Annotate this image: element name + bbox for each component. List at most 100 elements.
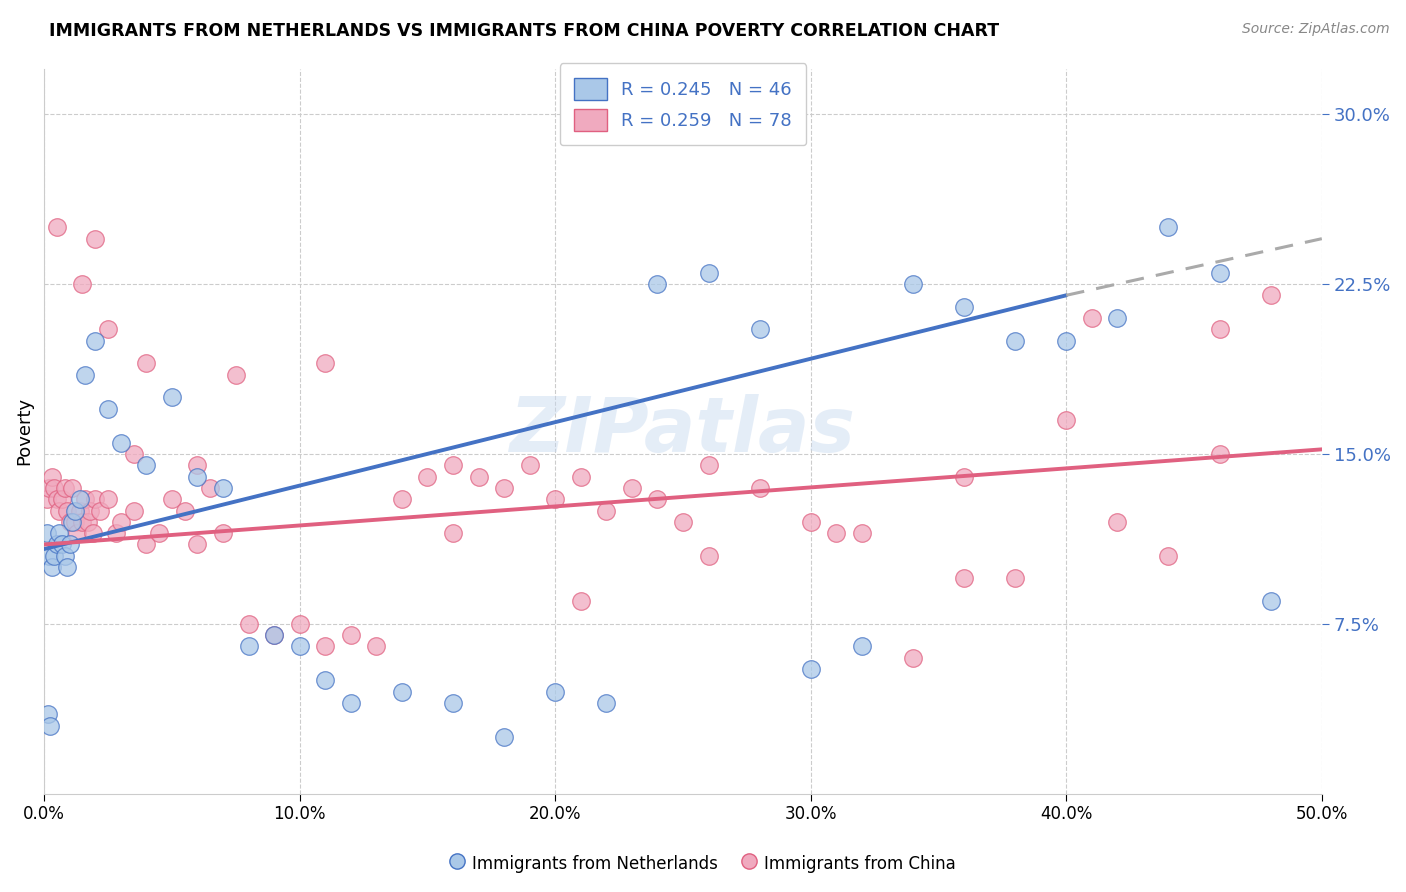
Point xyxy=(339,696,361,710)
Point xyxy=(72,515,94,529)
Point xyxy=(186,469,208,483)
Point xyxy=(851,526,873,541)
Point xyxy=(73,492,96,507)
Point xyxy=(135,356,157,370)
Point xyxy=(647,277,669,291)
Point xyxy=(851,640,873,654)
Point xyxy=(135,458,157,473)
Point xyxy=(339,628,361,642)
Point xyxy=(748,322,770,336)
Point xyxy=(39,719,62,733)
Point xyxy=(84,334,107,348)
Point xyxy=(800,662,823,676)
Point xyxy=(51,537,73,551)
Text: ZIPatlas: ZIPatlas xyxy=(510,394,856,468)
Point xyxy=(391,684,413,698)
Text: IMMIGRANTS FROM NETHERLANDS VS IMMIGRANTS FROM CHINA POVERTY CORRELATION CHART: IMMIGRANTS FROM NETHERLANDS VS IMMIGRANT… xyxy=(49,22,1000,40)
Point xyxy=(48,503,70,517)
Point xyxy=(160,492,183,507)
Point xyxy=(544,684,567,698)
Point xyxy=(1107,310,1129,325)
Point xyxy=(441,696,464,710)
Point xyxy=(97,492,120,507)
Point xyxy=(97,322,120,336)
Point xyxy=(672,515,695,529)
Point xyxy=(212,481,235,495)
Point xyxy=(494,481,516,495)
Point xyxy=(1004,572,1026,586)
Point xyxy=(84,492,107,507)
Point xyxy=(45,537,67,551)
Point xyxy=(41,560,63,574)
Point xyxy=(1107,515,1129,529)
Point xyxy=(73,368,96,382)
Point xyxy=(173,503,195,517)
Point xyxy=(1157,220,1180,235)
Point xyxy=(97,401,120,416)
Point xyxy=(45,220,67,235)
Point xyxy=(110,515,132,529)
Point xyxy=(186,458,208,473)
Point xyxy=(82,526,104,541)
Legend: Immigrants from Netherlands, Immigrants from China: Immigrants from Netherlands, Immigrants … xyxy=(443,847,963,880)
Point xyxy=(1208,447,1230,461)
Point xyxy=(1260,288,1282,302)
Point xyxy=(288,640,311,654)
Point xyxy=(53,481,76,495)
Point xyxy=(69,503,91,517)
Point xyxy=(467,469,489,483)
Point xyxy=(84,232,107,246)
Point xyxy=(41,469,63,483)
Point xyxy=(595,696,617,710)
Point xyxy=(238,640,260,654)
Point xyxy=(59,515,82,529)
Point xyxy=(110,435,132,450)
Point xyxy=(35,492,58,507)
Point xyxy=(76,515,98,529)
Point xyxy=(569,594,592,608)
Point xyxy=(56,503,79,517)
Point xyxy=(44,481,66,495)
Point xyxy=(1004,334,1026,348)
Point xyxy=(37,707,59,722)
Point xyxy=(416,469,439,483)
Point xyxy=(647,492,669,507)
Point xyxy=(595,503,617,517)
Point xyxy=(519,458,541,473)
Point xyxy=(1157,549,1180,563)
Point xyxy=(48,526,70,541)
Point xyxy=(314,356,336,370)
Point xyxy=(391,492,413,507)
Point xyxy=(59,537,82,551)
Point xyxy=(569,469,592,483)
Point xyxy=(66,526,89,541)
Point xyxy=(79,503,101,517)
Point xyxy=(697,458,720,473)
Point xyxy=(69,492,91,507)
Point xyxy=(697,549,720,563)
Point xyxy=(314,640,336,654)
Point xyxy=(953,469,976,483)
Point xyxy=(901,650,924,665)
Point xyxy=(45,492,67,507)
Point xyxy=(748,481,770,495)
Point xyxy=(366,640,388,654)
Point xyxy=(953,572,976,586)
Point xyxy=(122,503,145,517)
Point xyxy=(441,458,464,473)
Point xyxy=(288,616,311,631)
Point xyxy=(441,526,464,541)
Point xyxy=(160,390,183,404)
Point xyxy=(825,526,848,541)
Point xyxy=(63,515,86,529)
Point xyxy=(620,481,643,495)
Point xyxy=(56,560,79,574)
Point xyxy=(1054,413,1077,427)
Point xyxy=(38,481,60,495)
Point xyxy=(1208,322,1230,336)
Point xyxy=(1081,310,1104,325)
Point xyxy=(1054,334,1077,348)
Point xyxy=(238,616,260,631)
Point xyxy=(800,515,823,529)
Point xyxy=(494,730,516,744)
